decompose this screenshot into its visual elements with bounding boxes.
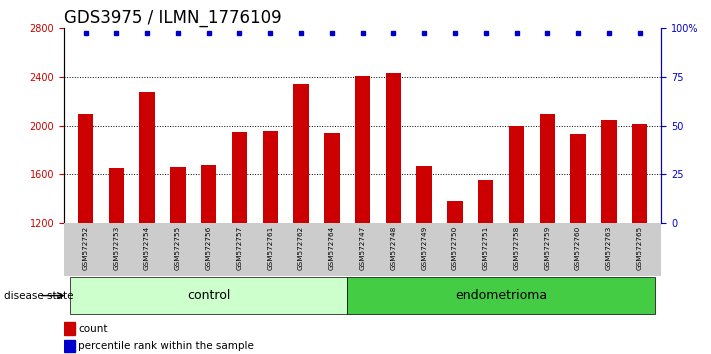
Bar bbox=[262, 131, 278, 354]
Bar bbox=[324, 133, 340, 354]
Bar bbox=[294, 84, 309, 354]
Bar bbox=[447, 201, 463, 354]
Text: GSM572752: GSM572752 bbox=[82, 226, 89, 270]
Text: percentile rank within the sample: percentile rank within the sample bbox=[78, 341, 255, 351]
Bar bbox=[64, 322, 75, 335]
Text: GSM572763: GSM572763 bbox=[606, 226, 612, 270]
Text: GSM572758: GSM572758 bbox=[513, 226, 520, 270]
FancyBboxPatch shape bbox=[347, 277, 655, 314]
Text: GSM572747: GSM572747 bbox=[360, 226, 365, 270]
Text: GSM572756: GSM572756 bbox=[205, 226, 212, 270]
Text: GSM572757: GSM572757 bbox=[237, 226, 242, 270]
Text: GDS3975 / ILMN_1776109: GDS3975 / ILMN_1776109 bbox=[64, 9, 282, 27]
Text: GSM572760: GSM572760 bbox=[575, 226, 581, 270]
Bar bbox=[602, 120, 616, 354]
Bar bbox=[77, 114, 93, 354]
Text: GSM572764: GSM572764 bbox=[328, 226, 335, 270]
Text: GSM572765: GSM572765 bbox=[636, 226, 643, 270]
Bar bbox=[139, 92, 155, 354]
Text: count: count bbox=[78, 324, 108, 333]
Bar bbox=[355, 76, 370, 354]
Text: disease state: disease state bbox=[4, 291, 73, 301]
Bar bbox=[201, 165, 216, 354]
Text: GSM572749: GSM572749 bbox=[421, 226, 427, 270]
Bar bbox=[170, 167, 186, 354]
Text: GSM572755: GSM572755 bbox=[175, 226, 181, 270]
Text: control: control bbox=[187, 289, 230, 302]
FancyBboxPatch shape bbox=[70, 277, 347, 314]
Bar bbox=[509, 126, 524, 354]
Text: GSM572750: GSM572750 bbox=[452, 226, 458, 270]
Bar bbox=[478, 181, 493, 354]
Text: GSM572748: GSM572748 bbox=[390, 226, 397, 270]
Bar bbox=[385, 73, 401, 354]
Text: GSM572751: GSM572751 bbox=[483, 226, 488, 270]
Text: GSM572762: GSM572762 bbox=[298, 226, 304, 270]
Text: GSM572759: GSM572759 bbox=[545, 226, 550, 270]
Bar bbox=[417, 166, 432, 354]
Bar bbox=[540, 114, 555, 354]
Text: GSM572761: GSM572761 bbox=[267, 226, 273, 270]
Text: GSM572753: GSM572753 bbox=[113, 226, 119, 270]
Text: endometrioma: endometrioma bbox=[455, 289, 547, 302]
Bar bbox=[64, 340, 75, 352]
Bar bbox=[570, 134, 586, 354]
Bar bbox=[632, 125, 648, 354]
Text: GSM572754: GSM572754 bbox=[144, 226, 150, 270]
Bar bbox=[109, 168, 124, 354]
Bar bbox=[232, 132, 247, 354]
